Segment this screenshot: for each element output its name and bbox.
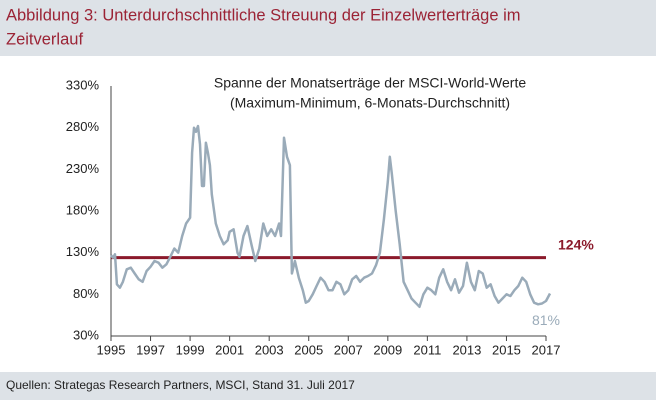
chart-title: Zeitverlauf <box>6 30 83 48</box>
chart-subtitle: (Maximum-Minimum, 6-Monats-Durchschnitt) <box>230 95 510 111</box>
x-tick-label: 2015 <box>492 342 521 357</box>
x-tick-label: 2009 <box>373 342 402 357</box>
x-tick-label: 2013 <box>452 342 481 357</box>
y-tick-label: 30% <box>73 327 99 342</box>
y-tick-label: 230% <box>66 161 100 176</box>
footer-band <box>0 372 656 400</box>
chart-title: Abbildung 3: Unterdurchschnittliche Stre… <box>6 6 521 24</box>
x-tick-label: 2001 <box>215 342 244 357</box>
source-note: Quellen: Strategas Research Partners, MS… <box>6 378 355 392</box>
x-tick-label: 2017 <box>532 342 561 357</box>
x-tick-label: 1997 <box>136 342 165 357</box>
x-tick-label: 2005 <box>294 342 323 357</box>
chart-subtitle: Spanne der Monatserträge der MSCI-World-… <box>214 75 526 91</box>
x-tick-label: 1999 <box>176 342 205 357</box>
x-tick-label: 2007 <box>334 342 363 357</box>
end-label: 81% <box>532 312 560 328</box>
y-tick-label: 280% <box>66 119 100 134</box>
y-tick-label: 180% <box>66 202 100 217</box>
y-tick-label: 130% <box>66 244 100 259</box>
reference-label: 124% <box>558 236 594 252</box>
series-line <box>110 124 552 309</box>
y-tick-label: 80% <box>73 286 99 301</box>
x-tick-label: 2003 <box>255 342 284 357</box>
x-tick-label: 1995 <box>97 342 126 357</box>
x-tick-label: 2011 <box>413 342 441 357</box>
header-band <box>0 0 656 56</box>
plot-background <box>0 56 656 370</box>
y-tick-label: 330% <box>66 77 100 92</box>
